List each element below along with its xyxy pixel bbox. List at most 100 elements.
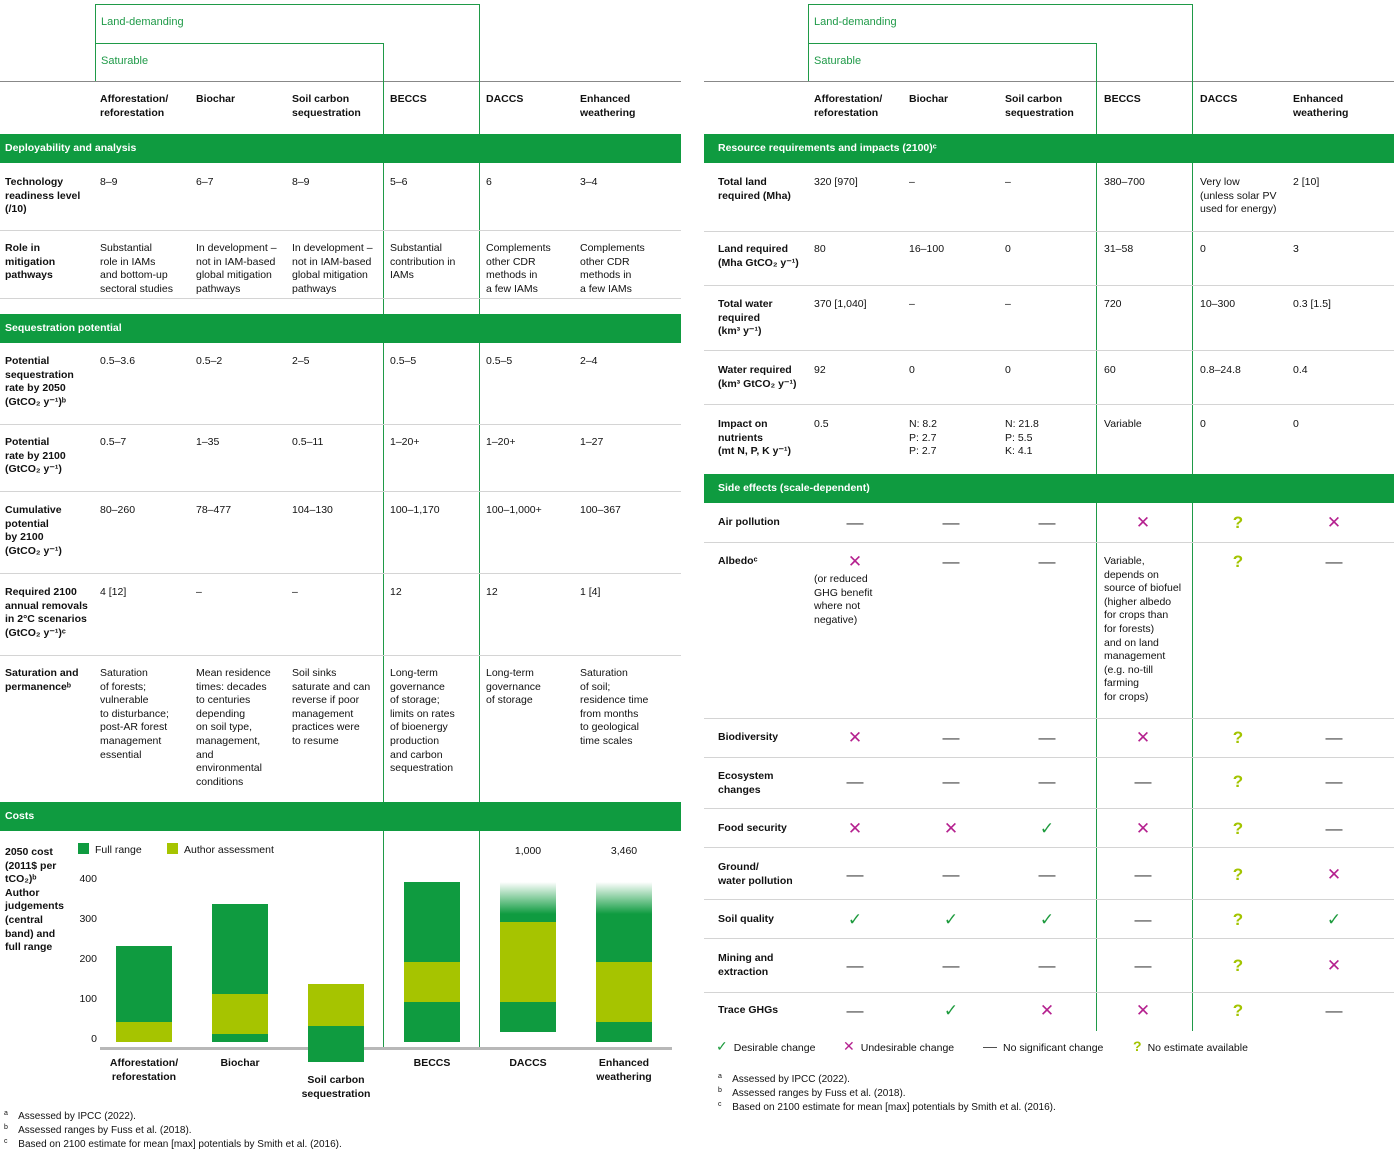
row-divider [704, 285, 1394, 286]
dash-icon: — [846, 1001, 864, 1020]
group-label-saturable: Saturable [101, 55, 149, 67]
cross-icon: ✕ [1326, 865, 1342, 884]
cross-icon: ✕ [847, 552, 863, 571]
footnote: c Based on 2100 estimate for mean [max] … [718, 1098, 1056, 1115]
table-cell: 0 [1200, 243, 1206, 255]
legend-label: Full range [95, 844, 142, 856]
table-cell: Long-term governance of storage [486, 667, 541, 707]
dash-icon: — [1038, 956, 1056, 975]
row-label: Technology readiness level (/10) [5, 176, 81, 216]
row-label: Potential rate by 2100 (GtCO₂ y⁻¹) [5, 436, 66, 476]
dash-icon: — [1325, 1001, 1343, 1020]
table-cell: Very low (unless solar PV used for energ… [1200, 176, 1277, 216]
column-header: Biochar [196, 93, 236, 105]
cross-icon: ✕ [1135, 819, 1151, 838]
footnote-mark: c [718, 1101, 722, 1108]
table-cell: 0 [909, 364, 915, 376]
cross-icon: ✕ [1326, 956, 1342, 975]
table-cell: 100–367 [580, 504, 621, 516]
chart-legend-full: Full range [78, 843, 142, 858]
bar-author-assessment [116, 1022, 172, 1042]
side-effect-label: Trace GHGs [718, 1004, 779, 1016]
check-icon: ✓ [1039, 910, 1055, 929]
group-label-land-demanding-right: Land-demanding [814, 16, 897, 28]
table-cell: 2–4 [580, 355, 598, 367]
table-cell: 1–35 [196, 436, 220, 448]
row-divider [0, 298, 681, 299]
table-cell: In development – not in IAM-based global… [196, 242, 277, 295]
footnote-mark: c [4, 1138, 8, 1145]
legend-item: ? No estimate available [1133, 1039, 1248, 1056]
dash-icon: — [1038, 552, 1056, 571]
column-header: DACCS [486, 93, 524, 105]
table-cell: 104–130 [292, 504, 333, 516]
table-cell: – [1005, 298, 1011, 310]
row-divider [704, 404, 1394, 405]
table-cell: 3 [1293, 243, 1299, 255]
table-cell: 2 [10] [1293, 176, 1320, 188]
row-divider [0, 424, 681, 425]
cross-icon: ✕ [1326, 513, 1342, 532]
dash-icon: — [942, 728, 960, 747]
row-label: Total land required (Mha) [718, 176, 791, 202]
table-cell: 16–100 [909, 243, 945, 255]
row-label: Impact on nutrients (mt N, P, K y⁻¹) [718, 418, 792, 458]
bar-full-range [308, 1026, 364, 1062]
dash-icon: — [1038, 513, 1056, 532]
row-label: Cumulative potential by 2100 (GtCO₂ y⁻¹) [5, 504, 62, 557]
table-cell: – [909, 176, 915, 188]
table-cell: 370 [1,040] [814, 298, 867, 310]
legend-swatch-full [78, 843, 89, 854]
dash-icon: — [1038, 728, 1056, 747]
table-cell: 8–9 [100, 176, 118, 188]
x-category-label: DACCS [509, 1057, 547, 1069]
table-cell: 6 [486, 176, 492, 188]
x-category-label: Afforestation/ reforestation [109, 1057, 179, 1083]
dash-icon: — [942, 513, 960, 532]
table-cell: 100–1,170 [390, 504, 440, 516]
x-category-label: Soil carbon sequestration [301, 1074, 371, 1100]
cross-icon: ✕ [1039, 1001, 1055, 1020]
legend-label: Desirable change [733, 1042, 816, 1054]
row-label: Required 2100 annual removals in 2°C sce… [5, 586, 88, 639]
table-cell: – [196, 586, 202, 598]
table-cell: 8–9 [292, 176, 310, 188]
footnote-text: Based on 2100 estimate for mean [max] po… [729, 1102, 1056, 1114]
row-divider [704, 542, 1394, 543]
footnote-text: Assessed ranges by Fuss et al. (2018). [15, 1125, 192, 1137]
table-cell: 0.5 [814, 418, 829, 430]
row-divider [0, 655, 681, 656]
table-cell: 0.8–24.8 [1200, 364, 1241, 376]
table-cell: Soil sinks saturate and can reverse if p… [292, 667, 371, 747]
footnote-mark: a [718, 1073, 722, 1080]
side-effect-label: Ecosystem changes [718, 770, 774, 796]
dash-icon: — [1325, 552, 1343, 571]
dash-icon: — [1134, 910, 1152, 929]
dash-icon: — [1325, 772, 1343, 791]
footnote: b Assessed ranges by Fuss et al. (2018). [4, 1121, 192, 1138]
row-label: Saturation and permanenceᵇ [5, 667, 79, 693]
row-divider [0, 573, 681, 574]
table-cell: 100–1,000+ [486, 504, 542, 516]
table-cell: 5–6 [390, 176, 408, 188]
table-cell: 3–4 [580, 176, 598, 188]
table-cell: Saturation of forests; vulnerable to dis… [100, 667, 169, 761]
table-cell: 320 [970] [814, 176, 858, 188]
column-header: Biochar [909, 93, 949, 105]
side-effect-label: Biodiversity [718, 731, 779, 743]
column-header: Afforestation/ reforestation [100, 93, 169, 119]
table-cell: N: 21.8 P: 5.5 K: 4.1 [1005, 418, 1039, 458]
bar-author-assessment [212, 994, 268, 1034]
chart-baseline [100, 1047, 672, 1050]
table-cell: 78–477 [196, 504, 232, 516]
table-cell: In development – not in IAM-based global… [292, 242, 373, 295]
band-resources: Resource requirements and impacts (2100)… [704, 134, 1394, 163]
table-cell: Substantial contribution in IAMs [390, 242, 456, 282]
side-effect-label: Mining and extraction [718, 952, 774, 978]
dash-icon: — [846, 956, 864, 975]
table-cell: 12 [486, 586, 498, 598]
row-divider [704, 718, 1394, 719]
side-effect-label: Ground/ water pollution [718, 861, 793, 887]
row-label: Water required (km³ GtCO₂ y⁻¹) [718, 364, 797, 390]
column-header: Enhanced weathering [1293, 93, 1349, 119]
